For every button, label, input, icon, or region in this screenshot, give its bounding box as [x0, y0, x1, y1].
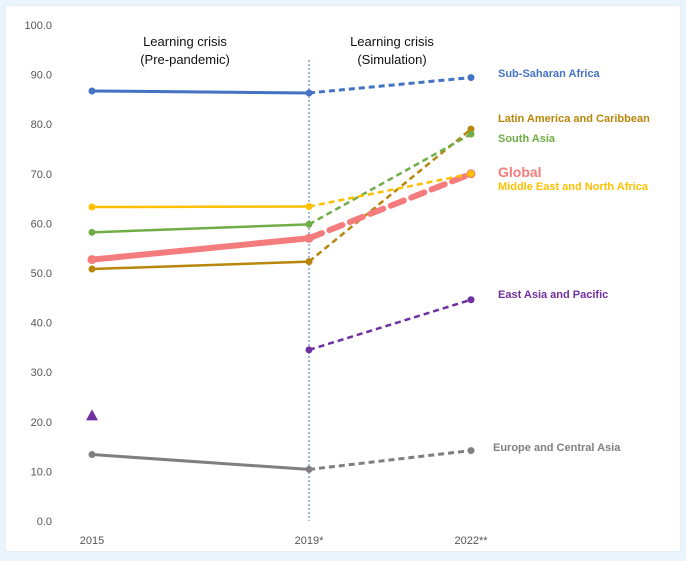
series-label-europe-and-central-asia: Europe and Central Asia — [493, 442, 621, 454]
y-tick-label: 40.0 — [31, 318, 52, 330]
data-point-east-asia-and-pacific — [467, 296, 475, 304]
data-point-europe-and-central-asia — [305, 465, 313, 473]
y-tick-label: 60.0 — [31, 218, 52, 230]
phase-title: Learning crisis — [350, 34, 434, 49]
data-point-europe-and-central-asia — [88, 451, 96, 459]
triangle-marker-east-asia-and-pacific — [86, 409, 98, 421]
x-tick-label: 2022** — [454, 535, 488, 547]
data-point-global — [304, 233, 314, 243]
series-label-latin-america-and-caribbean: Latin America and Caribbean — [498, 113, 650, 125]
series-line-dashed-europe-and-central-asia — [308, 449, 472, 471]
series-label-middle-east-and-north-africa: Middle East and North Africa — [498, 181, 649, 193]
x-tick-label: 2015 — [80, 535, 104, 547]
data-point-latin-america-and-caribbean — [305, 258, 313, 266]
phase-labels: Learning crisis (Pre-pandemic) Learning cr… — [140, 34, 434, 67]
y-tick-label: 70.0 — [31, 169, 52, 181]
data-point-middle-east-and-north-africa — [305, 203, 313, 211]
data-point-east-asia-and-pacific — [305, 346, 313, 354]
series-line-dashed-east-asia-and-pacific — [308, 298, 472, 352]
series-line-dashed-global — [306, 170, 474, 242]
series-line-dashed-south-asia — [308, 133, 472, 226]
x-tick-label: 2019* — [295, 535, 324, 547]
y-tick-label: 0.0 — [37, 516, 52, 528]
series-label-sub-saharan-africa: Sub-Saharan Africa — [498, 68, 601, 80]
data-point-sub-saharan-africa — [88, 87, 96, 95]
series-line-solid-south-asia — [90, 223, 311, 234]
data-point-middle-east-and-north-africa — [467, 170, 475, 178]
series-label-south-asia: South Asia — [498, 133, 556, 145]
series-lines — [89, 76, 474, 471]
data-point-south-asia — [88, 228, 96, 236]
data-point-sub-saharan-africa — [305, 89, 313, 97]
series-line-dashed-sub-saharan-africa — [308, 76, 472, 95]
y-tick-label: 20.0 — [31, 417, 52, 429]
series-line-solid-global — [89, 235, 312, 263]
y-tick-label: 50.0 — [31, 268, 52, 280]
phase-subtitle: (Simulation) — [357, 52, 426, 67]
y-tick-label: 10.0 — [31, 466, 52, 478]
data-point-middle-east-and-north-africa — [88, 203, 96, 211]
data-point-south-asia — [305, 220, 313, 228]
series-line-dashed-middle-east-and-north-africa — [308, 172, 472, 208]
series-line-solid-latin-america-and-caribbean — [90, 260, 311, 271]
data-point-latin-america-and-caribbean — [88, 265, 96, 273]
series-points — [86, 74, 476, 473]
y-tick-label: 80.0 — [31, 119, 52, 131]
series-line-solid-sub-saharan-africa — [90, 89, 311, 95]
phase-subtitle: (Pre-pandemic) — [140, 52, 230, 67]
data-point-south-asia — [467, 130, 475, 138]
series-labels: Sub-Saharan Africa Latin America and Cari… — [493, 68, 650, 454]
series-line-solid-europe-and-central-asia — [90, 453, 311, 471]
data-point-latin-america-and-caribbean — [467, 125, 475, 133]
chart-frame — [6, 6, 680, 551]
axes: 0.0 10.0 20.0 30.0 40.0 50.0 60.0 70.0 80.0 90.0 1… — [24, 20, 488, 547]
series-label-global: Global — [498, 164, 542, 180]
y-tick-label: 30.0 — [31, 367, 52, 379]
series-line-dashed-latin-america-and-caribbean — [308, 128, 472, 263]
y-tick-label: 100.0 — [24, 20, 52, 32]
data-point-europe-and-central-asia — [467, 447, 475, 455]
data-point-global — [87, 255, 97, 265]
phase-title: Learning crisis — [143, 34, 227, 49]
data-point-sub-saharan-africa — [467, 74, 475, 82]
y-tick-label: 90.0 — [31, 70, 52, 82]
series-label-east-asia-and-pacific: East Asia and Pacific — [498, 289, 608, 301]
